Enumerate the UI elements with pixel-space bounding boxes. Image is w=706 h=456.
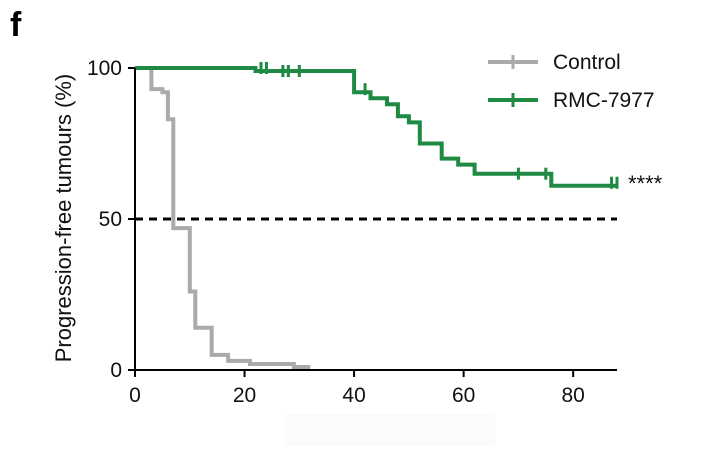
legend: Control RMC-7977 bbox=[488, 51, 655, 112]
y-tick-label: 0 bbox=[110, 359, 122, 382]
x-tick-label: 0 bbox=[129, 384, 141, 407]
x-axis-title-blurred bbox=[284, 414, 496, 446]
x-tick-label: 40 bbox=[342, 384, 365, 407]
x-tick-label: 60 bbox=[452, 384, 475, 407]
panel-letter: f bbox=[10, 6, 22, 44]
axes-layer: 0 20 40 60 80 0 50 100 bbox=[87, 57, 617, 407]
x-tick-label: 20 bbox=[233, 384, 256, 407]
y-tick-label: 50 bbox=[99, 208, 122, 231]
legend-label-control: Control bbox=[553, 51, 621, 74]
y-tick-label: 100 bbox=[87, 57, 122, 80]
legend-label-rmc-7977: RMC-7977 bbox=[553, 89, 655, 112]
series-line-control bbox=[135, 66, 311, 369]
x-tick-label: 80 bbox=[562, 384, 585, 407]
series-layer bbox=[135, 62, 619, 369]
series-line-rmc-7977 bbox=[135, 66, 617, 188]
significance-label: **** bbox=[628, 171, 663, 196]
